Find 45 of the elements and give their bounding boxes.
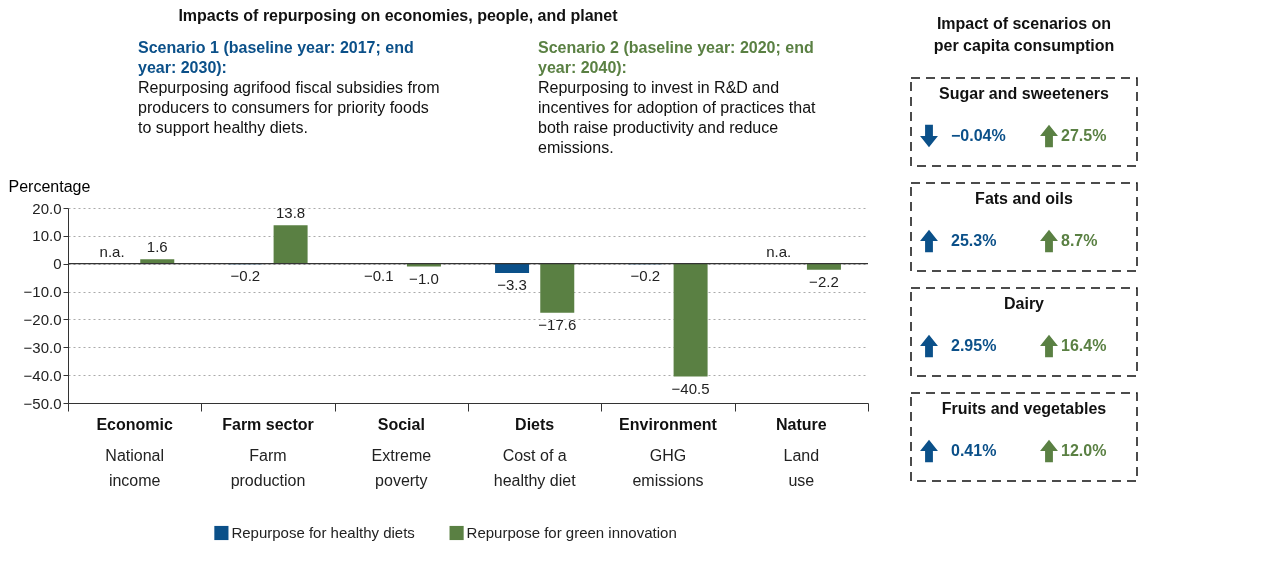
data-label: 8.7%	[1061, 232, 1098, 249]
y-tick-label: −20.0	[23, 310, 62, 328]
text: Impact of scenarios on per capita consumption	[933, 15, 1115, 54]
data-label: −17.6	[538, 315, 577, 333]
y-tick-label: 10.0	[32, 227, 62, 245]
y-tick-label: −50.0	[23, 394, 62, 412]
data-label: −1.0	[409, 269, 439, 287]
chart-title: Impacts of repurposing on economies, people, and planet	[178, 7, 619, 24]
data-label: 2.95%	[951, 337, 997, 354]
data-label: −0.2	[630, 267, 661, 285]
data-label: 0.41%	[951, 442, 997, 459]
data-label: −0.04%	[951, 127, 1006, 144]
category-label: Economic National income	[96, 416, 173, 489]
y-tick-label: 20.0	[32, 199, 62, 217]
y-tick-label: 0	[53, 255, 62, 273]
data-label: −3.3	[497, 275, 527, 293]
category-label: Environment GHG emissions	[619, 416, 717, 489]
category-label: Sugar and sweeteners	[939, 85, 1110, 102]
category-label: Dairy	[1003, 295, 1045, 312]
data-label: 27.5%	[1061, 127, 1107, 144]
y-axis-title: Percentage	[8, 177, 91, 195]
data-label: −2.2	[809, 272, 839, 290]
data-label: 16.4%	[1061, 337, 1107, 354]
category-label: Nature Land use	[775, 416, 827, 489]
data-label: 25.3%	[951, 232, 997, 249]
category-label: Diets Cost of a healthy diet	[493, 416, 576, 489]
text: n.a.	[766, 242, 792, 260]
category-label: Farm sector Farm production	[222, 416, 314, 489]
y-tick-label: −30.0	[23, 338, 62, 356]
category-label: Fruits and vegetables	[941, 400, 1107, 417]
data-label: 12.0%	[1061, 442, 1107, 459]
data-label: 1.6	[146, 238, 168, 256]
data-label: −40.5	[671, 379, 710, 397]
text: Scenario 1 (baseline year: 2017; end year: 2030): Repurposing agrifood fiscal subsidies from producers to consumers for priority foods to support healthy diets.	[138, 39, 440, 136]
legend-label: Repurpose for green innovation	[466, 524, 677, 541]
data-label: −0.1	[363, 266, 394, 284]
y-tick-label: −10.0	[23, 283, 62, 301]
text: Scenario 2 (baseline year: 2020; end year: 2040): Repurposing to invest in R&D and incentives for adoption of practices that both raise productivity and reduce emissions.	[538, 39, 816, 156]
text: n.a.	[99, 242, 125, 260]
category-label: Social Extreme poverty	[371, 416, 432, 489]
category-label: Fats and oils	[975, 190, 1073, 207]
data-label: 13.8	[276, 204, 306, 222]
data-label: −0.2	[230, 267, 261, 285]
y-tick-label: −40.0	[23, 366, 62, 384]
legend-label: Repurpose for healthy diets	[231, 524, 415, 541]
